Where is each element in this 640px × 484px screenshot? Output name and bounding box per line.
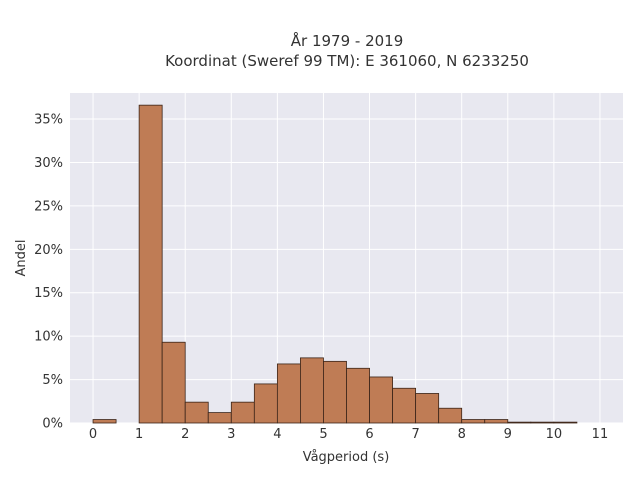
histogram-bar-9 (323, 360, 347, 424)
y-tick-label-7: 35% (34, 113, 63, 128)
x-tick-label-2: 2 (181, 427, 189, 442)
histogram-bar-12 (392, 387, 417, 424)
y-tick-label-2: 10% (34, 330, 63, 345)
histogram-bar-18 (530, 421, 555, 424)
y-tick-label-1: 5% (42, 373, 63, 388)
x-tick-label-5: 5 (319, 427, 327, 442)
chart-title-line2: Koordinat (Sweref 99 TM): E 361060, N 62… (165, 52, 529, 70)
histogram-bar-11 (369, 376, 393, 424)
grid-lines (70, 93, 623, 424)
histogram-bar-0 (92, 419, 117, 424)
histogram-bar-7 (276, 363, 301, 424)
histogram-bar-6 (253, 383, 278, 424)
x-tick-label-10: 10 (546, 427, 563, 442)
x-tick-label-6: 6 (365, 427, 373, 442)
x-tick-label-4: 4 (273, 427, 281, 442)
x-axis-label: Vågperiod (s) (303, 450, 390, 465)
histogram-bar-15 (461, 419, 486, 424)
x-tick-label-8: 8 (458, 427, 466, 442)
y-tick-label-3: 15% (34, 286, 63, 301)
y-tick-label-4: 20% (34, 243, 63, 258)
x-tick-label-7: 7 (411, 427, 419, 442)
x-tick-label-0: 0 (89, 427, 97, 442)
x-axis-ticks: 0 1 2 3 4 5 6 7 8 9 10 11 (89, 427, 608, 442)
y-tick-label-6: 30% (34, 156, 63, 171)
x-tick-label-3: 3 (227, 427, 235, 442)
x-tick-label-11: 11 (592, 427, 609, 442)
x-tick-label-1: 1 (135, 427, 143, 442)
histogram-bar-3 (184, 401, 209, 424)
histogram-bar-13 (415, 393, 440, 424)
histogram-bar-19 (553, 421, 578, 424)
chart-title-line1: År 1979 - 2019 (291, 31, 404, 50)
bars (92, 104, 578, 424)
y-tick-label-5: 25% (34, 199, 63, 214)
histogram-bar-8 (300, 357, 324, 424)
histogram-bar-4 (207, 412, 232, 424)
histogram-bar-5 (230, 401, 255, 424)
histogram-bar-1 (138, 104, 163, 424)
y-axis-ticks: 0% 5% 10% 15% 20% 25% 30% 35% (34, 113, 63, 432)
histogram-bar-17 (507, 421, 532, 424)
x-tick-label-9: 9 (504, 427, 512, 442)
histogram-bar-2 (161, 341, 186, 424)
histogram-bar-14 (438, 407, 463, 424)
y-tick-label-0: 0% (42, 417, 63, 432)
histogram-bar-10 (346, 367, 370, 424)
histogram-bar-16 (484, 419, 509, 424)
y-axis-label: Andel (14, 240, 29, 277)
